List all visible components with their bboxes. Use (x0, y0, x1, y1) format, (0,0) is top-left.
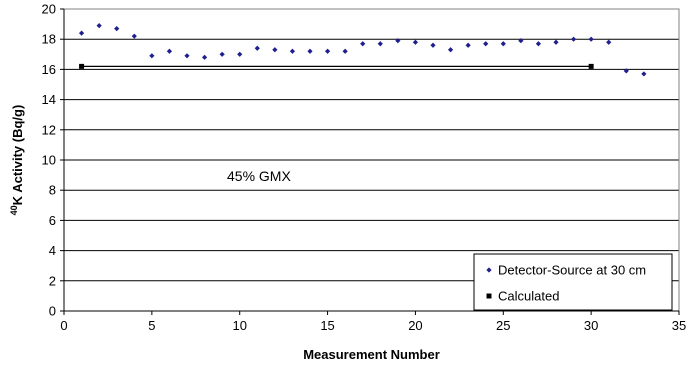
detector-source-point (412, 39, 419, 45)
gridlines (64, 8, 679, 282)
detector-source-point (465, 42, 471, 48)
detector-source-point (553, 39, 559, 45)
detector-source-point (500, 41, 506, 47)
detector-source-point (149, 53, 155, 59)
x-tick-label: 20 (408, 318, 422, 333)
detector-source-point (307, 48, 313, 54)
detector-source-point (272, 47, 278, 53)
detector-source-point (237, 51, 243, 57)
series-layer (78, 23, 647, 77)
legend-label-detector-source: Detector-Source at 30 cm (498, 263, 646, 278)
y-tick-label: 2 (49, 273, 56, 288)
detector-source-point (360, 41, 366, 47)
detector-source-point (377, 41, 383, 47)
detector-source-point (96, 23, 102, 29)
detector-source-point (570, 36, 577, 42)
detector-source-point (395, 38, 401, 44)
detector-source-point (342, 48, 348, 54)
y-tick-label: 20 (42, 2, 56, 17)
y-tick-label: 4 (49, 243, 56, 258)
y-tick-label: 10 (42, 153, 56, 168)
detector-source-point (483, 41, 489, 47)
y-axis-title-superscript: 40 (9, 205, 19, 215)
y-axis-title-main: K Activity (Bq/g) (10, 105, 25, 206)
detector-source-point (447, 47, 454, 53)
y-axis-ticks: 0 2 4 6 8 10 12 14 16 18 20 (42, 2, 64, 319)
y-tick-label: 0 (49, 304, 56, 319)
detector-source-point (641, 71, 647, 77)
x-axis-ticks: 0 5 10 15 20 25 30 35 (60, 311, 686, 333)
y-tick-label: 6 (49, 213, 56, 228)
x-tick-label: 30 (584, 318, 598, 333)
detector-source-point (606, 39, 612, 45)
legend-marker-diamond (486, 267, 492, 273)
y-tick-label: 18 (42, 32, 56, 47)
x-axis-title: Measurement Number (303, 347, 440, 362)
y-tick-label: 16 (42, 62, 56, 77)
detector-source-point (324, 48, 331, 54)
legend-item-detector-source: Detector-Source at 30 cm (486, 263, 646, 278)
detector-source-point (184, 53, 190, 59)
detector-source-point (166, 48, 173, 54)
chart-annotation: 45% GMX (227, 168, 291, 184)
x-tick-label: 10 (232, 318, 246, 333)
y-tick-label: 14 (42, 92, 56, 107)
calculated-point (588, 63, 594, 69)
x-tick-label: 35 (672, 318, 686, 333)
y-tick-label: 8 (49, 183, 56, 198)
detector-source-point (623, 68, 629, 74)
detector-source-point (114, 26, 120, 32)
legend-label-calculated: Calculated (498, 289, 559, 304)
x-tick-label: 25 (496, 318, 510, 333)
legend-box (473, 253, 673, 311)
detector-source-point (588, 36, 594, 42)
y-axis-title: 40K Activity (Bq/g) (9, 105, 25, 216)
detector-source-point (518, 38, 524, 44)
detector-source-point (131, 33, 137, 39)
detector-source-point (219, 51, 225, 57)
x-tick-label: 0 (60, 318, 67, 333)
detector-source-point (289, 48, 296, 54)
detector-source-point (201, 54, 208, 60)
calculated-point (79, 63, 85, 69)
legend-marker-square (486, 293, 492, 299)
legend-item-calculated: Calculated (486, 289, 559, 304)
legend: Detector-Source at 30 cm Calculated (473, 253, 673, 311)
detector-source-point (78, 30, 85, 36)
detector-source-point (535, 41, 542, 47)
y-tick-label: 12 (42, 122, 56, 137)
x-tick-label: 15 (320, 318, 334, 333)
detector-source-point (430, 42, 436, 48)
x-tick-label: 5 (148, 318, 155, 333)
detector-source-point (254, 45, 260, 51)
